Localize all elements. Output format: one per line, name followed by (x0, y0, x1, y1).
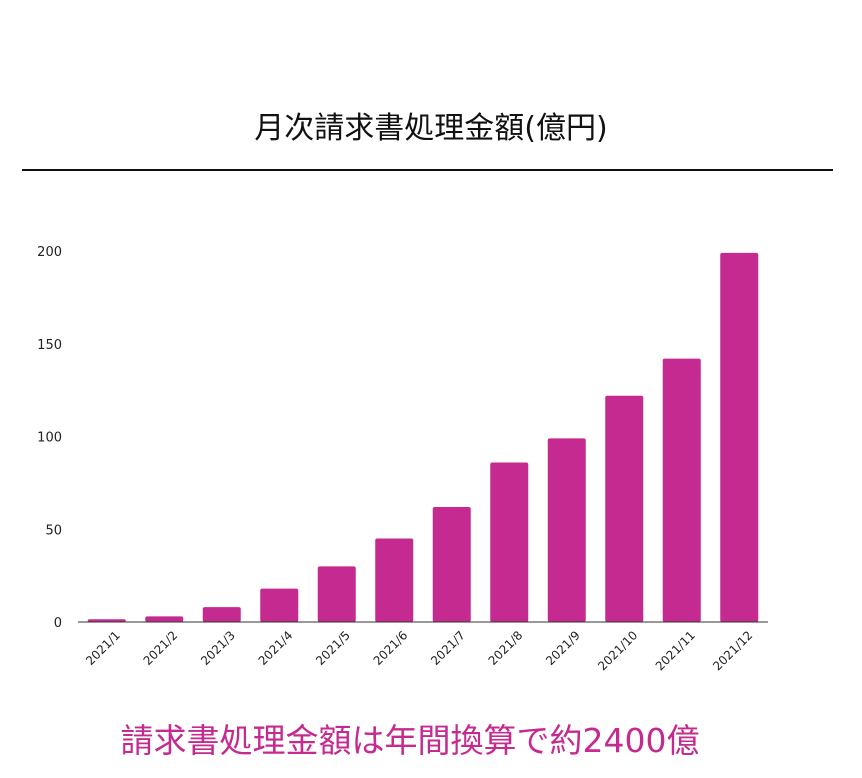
y-tick-label: 200 (37, 245, 62, 260)
bar (605, 395, 644, 622)
bar (375, 538, 414, 622)
title-divider (22, 169, 833, 171)
bar (432, 506, 471, 622)
x-tick-label: 2021/3 (198, 628, 238, 668)
bar (720, 252, 759, 623)
bar (260, 588, 299, 622)
y-tick-label: 100 (37, 431, 62, 446)
summary-caption: 請求書処理金額は年間換算で約2400億 (120, 721, 700, 760)
bar (547, 438, 586, 622)
bar (317, 566, 356, 622)
bar (145, 616, 184, 622)
x-tick-label: 2021/8 (486, 628, 526, 668)
y-tick-label: 0 (54, 616, 62, 631)
x-axis-ticks: 2021/1 2021/2 2021/3 2021/4 2021/5 2021/6 2021… (83, 628, 755, 673)
x-tick-label: 2021/11 (653, 628, 698, 673)
y-tick-label: 150 (37, 338, 62, 353)
bar (662, 358, 701, 622)
y-tick-label: 50 (45, 523, 62, 538)
x-tick-label: 2021/1 (83, 628, 123, 668)
x-tick-label: 2021/4 (256, 628, 296, 668)
bars (87, 252, 759, 623)
x-tick-label: 2021/5 (313, 628, 353, 668)
page-title: 月次請求書処理金額(億円) (254, 111, 608, 146)
x-tick-label: 2021/9 (543, 628, 583, 668)
x-tick-label: 2021/2 (141, 628, 181, 668)
x-tick-label: 2021/7 (428, 628, 468, 668)
bar (490, 462, 529, 622)
x-tick-label: 2021/12 (710, 628, 755, 673)
y-axis-ticks: 0 50 100 150 200 (37, 245, 62, 631)
x-tick-label: 2021/6 (371, 628, 411, 668)
bar (87, 619, 126, 622)
bar (202, 607, 241, 622)
x-tick-label: 2021/10 (595, 628, 640, 673)
